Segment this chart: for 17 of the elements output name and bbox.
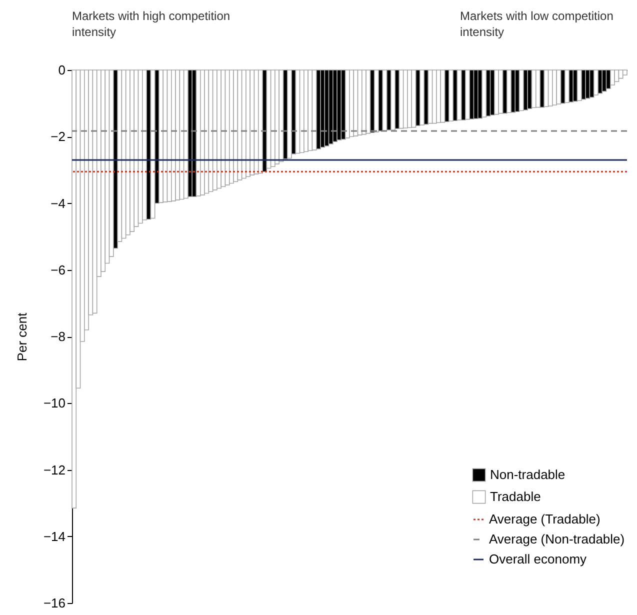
y-tick-label: −10 bbox=[43, 396, 66, 411]
text: Markets with high competition intensity bbox=[72, 8, 232, 40]
legend-label: Overall economy bbox=[489, 552, 588, 566]
y-tick-label: −16 bbox=[43, 596, 66, 610]
y-axis-title: Per cent bbox=[14, 312, 30, 362]
y-tick-label: −8 bbox=[50, 329, 66, 344]
y-tick-label: 0 bbox=[58, 62, 66, 78]
y-tick-label: −4 bbox=[50, 196, 66, 211]
legend-label: Average (Tradable) bbox=[489, 512, 600, 526]
y-tick-label: −2 bbox=[50, 129, 66, 144]
legend-label: Tradable bbox=[490, 489, 541, 504]
y-tick-label: −12 bbox=[43, 462, 66, 478]
text: Markets with low competition intensity bbox=[460, 8, 614, 40]
legend-label: Average (Non-tradable) bbox=[489, 532, 625, 546]
legend-label: Non-tradable bbox=[490, 467, 566, 482]
y-tick-label: −14 bbox=[43, 528, 66, 544]
y-tick-label: −6 bbox=[50, 262, 66, 278]
